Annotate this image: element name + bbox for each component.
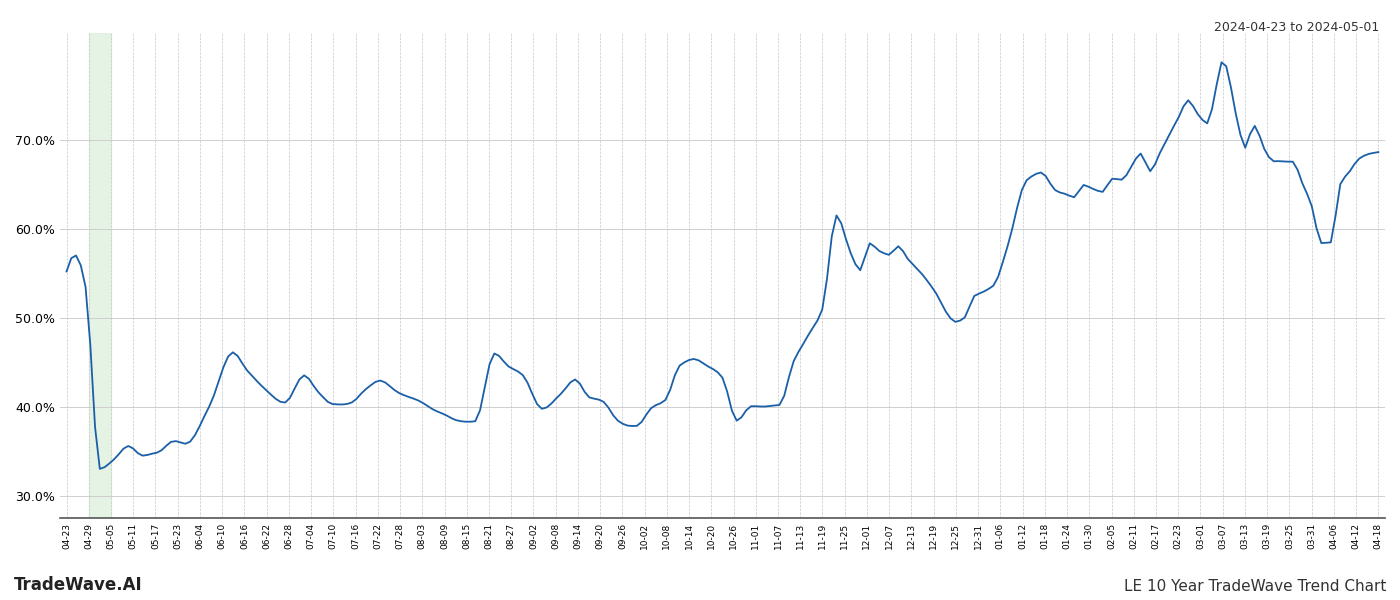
Text: LE 10 Year TradeWave Trend Chart: LE 10 Year TradeWave Trend Chart	[1124, 579, 1386, 594]
Text: 2024-04-23 to 2024-05-01: 2024-04-23 to 2024-05-01	[1214, 21, 1379, 34]
Bar	[88, 33, 111, 518]
Text: TradeWave.AI: TradeWave.AI	[14, 576, 143, 594]
